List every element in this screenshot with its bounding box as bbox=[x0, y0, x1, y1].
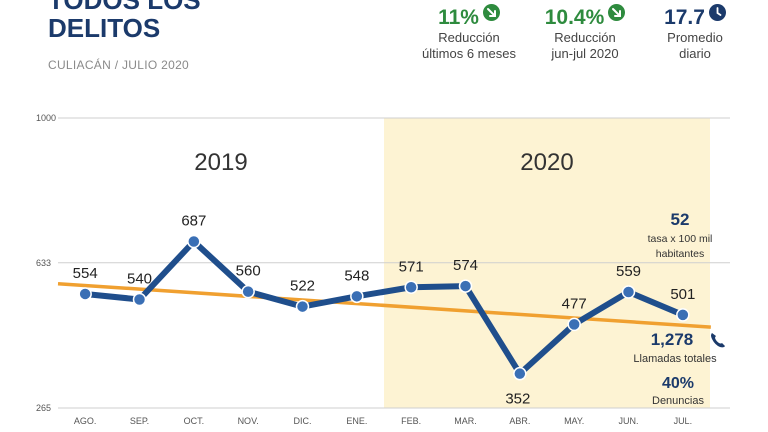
data-label-FEB.: 571 bbox=[399, 258, 424, 275]
stat-label-2: diario bbox=[679, 46, 711, 61]
series-line bbox=[82, 238, 686, 377]
title: TODOS LOS DELITOS bbox=[48, 0, 201, 42]
stat-label-1: Reducción bbox=[438, 30, 500, 45]
x-tick-label-JUN.: JUN. bbox=[619, 416, 639, 426]
calls-value: 1,278 bbox=[651, 330, 694, 349]
y-tick-label-633: 633 bbox=[36, 258, 51, 268]
x-tick-label-MAR.: MAR. bbox=[454, 416, 477, 426]
stat-value: 17.7 bbox=[664, 6, 705, 29]
data-point-AGO. bbox=[78, 287, 92, 301]
subtitle: CULIACÁN / JULIO 2020 bbox=[48, 58, 190, 72]
x-tick-label-AGO.: AGO. bbox=[74, 416, 97, 426]
data-label-OCT.: 687 bbox=[181, 212, 206, 229]
y-tick-label-1000: 1000 bbox=[36, 113, 56, 123]
data-point-OCT. bbox=[187, 234, 201, 249]
arrow-down-right-icon bbox=[482, 4, 500, 21]
data-point-JUN. bbox=[621, 285, 636, 299]
trend-line bbox=[57, 281, 711, 329]
period-label-2019: 2019 bbox=[194, 149, 247, 176]
stat-label-1: Reducción bbox=[554, 30, 616, 45]
rate-value: 52 bbox=[671, 210, 690, 229]
data-point-DIC. bbox=[295, 299, 310, 314]
data-point-NOV. bbox=[241, 284, 255, 299]
data-label-JUL.: 501 bbox=[670, 286, 695, 303]
data-label-ABR.: 352 bbox=[505, 391, 530, 408]
rate-label-1: tasa x 100 mil bbox=[648, 233, 713, 245]
x-tick-label-MAY.: MAY. bbox=[564, 416, 584, 426]
stat-reduction-jun-jul: 10.4% Reducción jun-jul 2020 bbox=[530, 4, 640, 62]
stat-label-1: Promedio bbox=[667, 30, 723, 45]
data-point-FEB. bbox=[404, 280, 418, 295]
data-label-AGO.: 554 bbox=[73, 265, 98, 282]
data-label-SEP.: 540 bbox=[127, 270, 152, 287]
data-point-MAR. bbox=[458, 279, 473, 293]
stat-value: 10.4% bbox=[544, 6, 605, 29]
x-tick-label-FEB.: FEB. bbox=[401, 416, 421, 426]
stat-label-2: jun-jul 2020 bbox=[551, 46, 619, 61]
stat-reduction-6-months: 11% Reducción últimos 6 meses bbox=[414, 4, 524, 62]
data-label-NOV.: 560 bbox=[236, 263, 261, 280]
arrow-down-right-icon bbox=[608, 4, 626, 21]
y-tick-label-265: 265 bbox=[36, 403, 51, 413]
reports-value: 40% bbox=[662, 375, 694, 392]
data-label-MAR.: 574 bbox=[453, 257, 478, 274]
data-point-SEP. bbox=[132, 292, 147, 307]
clock-icon bbox=[708, 4, 726, 21]
stat-daily-average: 17.7 Promedio diario bbox=[650, 4, 740, 62]
data-point-MAY. bbox=[567, 317, 581, 332]
x-tick-label-OCT.: OCT. bbox=[184, 416, 205, 426]
title-line-2: DELITOS bbox=[48, 13, 161, 43]
data-label-JUN.: 559 bbox=[616, 263, 641, 280]
rate-label-2: habitantes bbox=[656, 248, 704, 260]
data-label-DIC.: 522 bbox=[290, 278, 315, 295]
stat-label-2: últimos 6 meses bbox=[422, 46, 516, 61]
x-tick-label-ENE.: ENE. bbox=[346, 416, 367, 426]
data-point-ENE. bbox=[350, 289, 364, 304]
stat-value: 11% bbox=[438, 6, 479, 29]
phone-icon bbox=[711, 333, 725, 348]
calls-label: Llamadas totales bbox=[633, 353, 717, 365]
data-label-MAY.: 477 bbox=[562, 295, 587, 312]
x-tick-label-JUL.: JUL. bbox=[674, 416, 693, 426]
data-point-JUL. bbox=[676, 308, 690, 322]
data-label-ENE.: 548 bbox=[344, 267, 369, 284]
data-point-ABR. bbox=[513, 366, 527, 381]
title-line-1: TODOS LOS bbox=[48, 0, 201, 15]
period-label-2020: 2020 bbox=[520, 149, 573, 176]
x-tick-label-DIC.: DIC. bbox=[294, 416, 312, 426]
x-tick-label-ABR.: ABR. bbox=[509, 416, 530, 426]
x-tick-label-SEP.: SEP. bbox=[130, 416, 149, 426]
reports-label: Denuncias bbox=[652, 395, 704, 407]
x-tick-label-NOV.: NOV. bbox=[238, 416, 259, 426]
